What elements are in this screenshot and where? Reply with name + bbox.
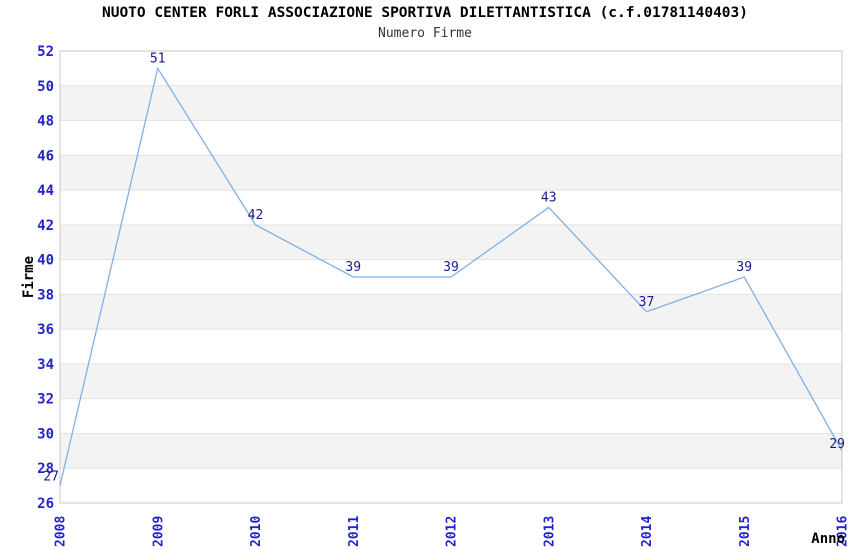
point-label: 42 <box>248 208 264 223</box>
page-subtitle: Numero Firme <box>378 26 472 41</box>
plot-band <box>60 363 842 399</box>
plot-band <box>60 294 842 330</box>
y-axis-label: Firme <box>21 256 37 298</box>
y-tick-label: 50 <box>37 79 54 95</box>
y-tick-label: 52 <box>37 44 54 60</box>
y-tick-label: 42 <box>37 218 54 234</box>
y-tick-label: 34 <box>37 357 54 373</box>
point-label: 43 <box>541 190 557 205</box>
plot-band <box>60 329 842 364</box>
plot-band <box>60 190 842 225</box>
plot-band <box>60 468 842 503</box>
plot-band <box>60 155 842 191</box>
point-label: 39 <box>443 260 459 275</box>
y-tick-label: 26 <box>37 496 54 512</box>
data-line <box>59 66 843 486</box>
y-tick-label: 48 <box>37 114 54 130</box>
point-label: 29 <box>829 437 845 452</box>
x-tick-label: 2015 <box>738 516 753 547</box>
point-label: 39 <box>345 260 361 275</box>
x-tick-label: 2008 <box>54 516 69 547</box>
x-tick-label: 2010 <box>249 516 264 547</box>
y-tick-label: 36 <box>37 322 54 338</box>
page-title: NUOTO CENTER FORLI ASSOCIAZIONE SPORTIVA… <box>101 5 748 21</box>
x-tick-label: 2011 <box>347 516 362 547</box>
plot-band <box>60 85 842 121</box>
plot-band <box>60 398 842 434</box>
y-tick-label: 38 <box>37 287 54 303</box>
x-tick-label: 2014 <box>640 516 655 547</box>
y-tick-label: 28 <box>37 461 54 477</box>
plot-band <box>60 224 842 260</box>
plot-band <box>60 433 842 469</box>
point-label: 37 <box>639 295 655 310</box>
y-tick-label: 40 <box>37 253 54 269</box>
y-tick-label: 32 <box>37 392 54 408</box>
x-tick-label: 2009 <box>151 516 166 547</box>
y-tick-label: 30 <box>37 426 54 442</box>
x-tick-label: 2012 <box>445 516 460 547</box>
x-tick-label: 2013 <box>542 516 557 547</box>
plot-band <box>60 51 842 86</box>
point-label: 39 <box>736 260 752 275</box>
plot-band <box>60 120 842 156</box>
y-tick-label: 44 <box>37 183 54 199</box>
x-tick-label: 2016 <box>836 516 850 547</box>
point-label: 51 <box>150 51 166 66</box>
y-tick-label: 46 <box>37 148 54 164</box>
point-label: 27 <box>43 470 59 485</box>
x-axis-label: Anno <box>811 531 845 547</box>
plot-border <box>59 50 843 504</box>
